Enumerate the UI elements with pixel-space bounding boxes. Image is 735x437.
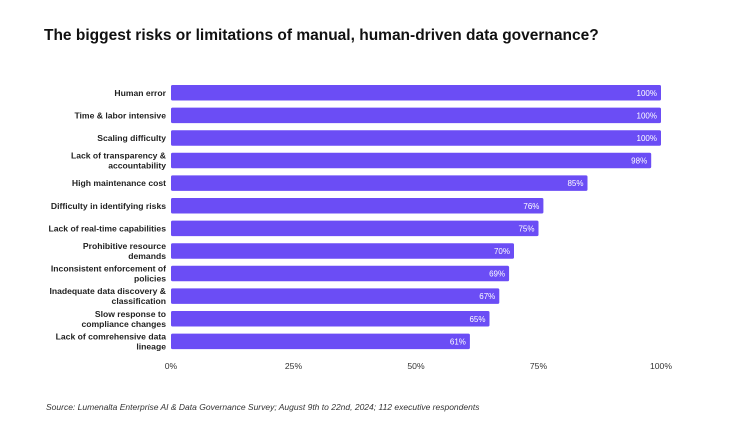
category-label-0: Human error xyxy=(114,88,166,98)
category-label-2: Scaling difficulty xyxy=(97,133,166,143)
category-label-11: Lack of comrehensive data lineage xyxy=(56,331,167,351)
category-label-3: Lack of transparency & accountability xyxy=(71,151,166,171)
bar-4 xyxy=(171,175,588,191)
category-label-10: Slow response to compliance changes xyxy=(81,309,166,329)
category-labels: Human error Time & labor intensive Scaling… xyxy=(49,88,167,352)
value-labels: 100% 100% 100% 98% 85% 76% 75% 70% 69% 67% 65% 61% xyxy=(450,89,657,347)
bar-6 xyxy=(171,220,539,237)
value-label-0: 100% xyxy=(637,89,657,98)
source-note: Source: Lumenalta Enterprise AI & Data G… xyxy=(46,402,480,412)
value-label-2: 100% xyxy=(637,134,657,143)
bar-5 xyxy=(171,198,544,214)
bar-0 xyxy=(171,85,661,101)
x-axis-ticks: 0% 25% 50% 75% 100% xyxy=(165,361,673,371)
value-label-6: 75% xyxy=(518,224,534,233)
bar-10 xyxy=(171,311,490,327)
bar-9 xyxy=(171,288,500,304)
category-label-7: Prohibitive resource demands xyxy=(83,241,166,261)
x-tick-label-2: 50% xyxy=(407,361,425,371)
value-label-9: 67% xyxy=(479,292,495,301)
bar-3 xyxy=(171,152,652,169)
category-label-1: Time & labor intensive xyxy=(74,110,166,120)
category-label-9: Inadequate data discovery & classificatio… xyxy=(49,286,166,306)
value-label-11: 61% xyxy=(450,337,466,346)
value-label-7: 70% xyxy=(494,247,510,256)
bar-8 xyxy=(171,265,510,282)
bars-group xyxy=(171,85,661,350)
x-tick-label-4: 100% xyxy=(650,361,672,371)
value-label-5: 76% xyxy=(523,202,539,211)
category-label-4: High maintenance cost xyxy=(72,178,166,188)
category-label-5: Difficulty in identifying risks xyxy=(51,201,166,211)
bar-7 xyxy=(171,243,514,259)
value-label-3: 98% xyxy=(631,157,647,166)
category-label-8: Inconsistent enforcement of policies xyxy=(51,264,166,284)
value-label-1: 100% xyxy=(637,111,657,120)
value-label-10: 65% xyxy=(469,315,485,324)
chart-title: The biggest risks or limitations of manu… xyxy=(44,27,599,44)
bar-2 xyxy=(171,130,661,146)
bar-1 xyxy=(171,107,661,124)
x-tick-label-3: 75% xyxy=(530,361,548,371)
x-tick-label-0: 0% xyxy=(165,361,178,371)
bar-11 xyxy=(171,333,470,350)
x-tick-label-1: 25% xyxy=(285,361,303,371)
category-label-6: Lack of real-time capabilities xyxy=(49,223,167,233)
value-label-8: 69% xyxy=(489,270,505,279)
value-label-4: 85% xyxy=(567,179,583,188)
